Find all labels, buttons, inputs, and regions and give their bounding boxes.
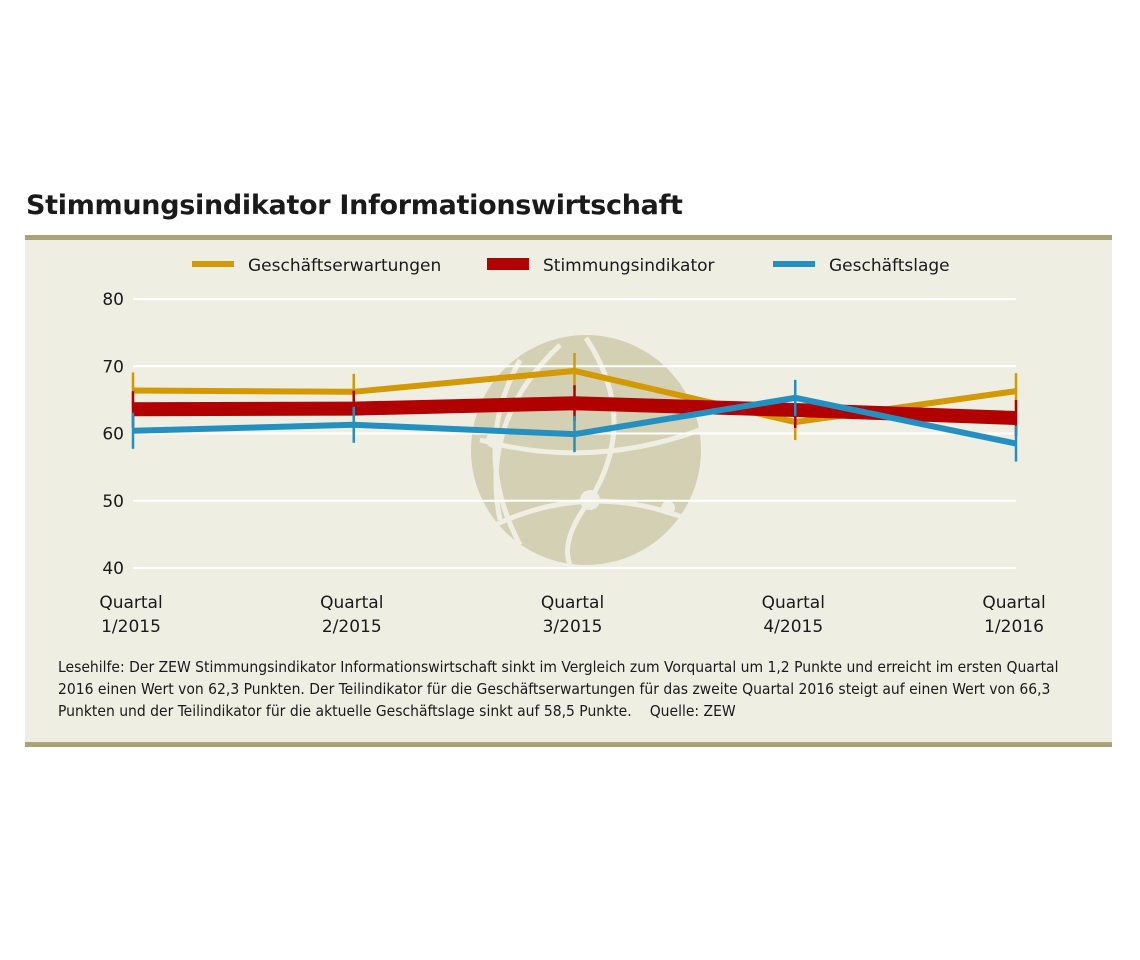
chart-title: Stimmungsindikator Informationswirtschaf… — [26, 190, 683, 221]
y-tick-label: 50 — [102, 492, 124, 512]
x-tick-label: Quartal — [99, 593, 162, 613]
legend-item: Geschäftserwartungen — [192, 256, 441, 276]
x-tick-label: Quartal — [982, 593, 1045, 613]
x-tick-label: Quartal — [541, 593, 604, 613]
legend-item: Stimmungsindikator — [487, 256, 715, 276]
y-tick-label: 60 — [102, 425, 124, 445]
x-tick-label: 1/2016 — [984, 617, 1044, 637]
legend-item: Geschäftslage — [773, 256, 950, 276]
source-label: Quelle: ZEW — [649, 702, 736, 720]
globe-watermark — [471, 335, 701, 566]
reading-note: Lesehilfe: Der ZEW Stimmungsindikator In… — [58, 656, 1098, 722]
legend-label: Geschäftserwartungen — [248, 256, 441, 276]
x-tick-label: Quartal — [320, 593, 383, 613]
note-text: Lesehilfe: Der ZEW Stimmungsindikator In… — [58, 658, 1059, 720]
x-tick-label: 1/2015 — [101, 617, 161, 637]
x-tick-label: 2/2015 — [322, 617, 382, 637]
y-tick-label: 80 — [102, 290, 124, 310]
x-tick-label: 3/2015 — [543, 617, 603, 637]
x-tick-label: 4/2015 — [763, 617, 823, 637]
y-tick-label: 70 — [102, 357, 124, 377]
series-geschäftslage — [131, 379, 1018, 462]
y-tick-label: 40 — [102, 559, 124, 579]
legend-label: Stimmungsindikator — [543, 256, 715, 276]
legend-label: Geschäftslage — [829, 256, 950, 276]
x-tick-label: Quartal — [762, 593, 825, 613]
